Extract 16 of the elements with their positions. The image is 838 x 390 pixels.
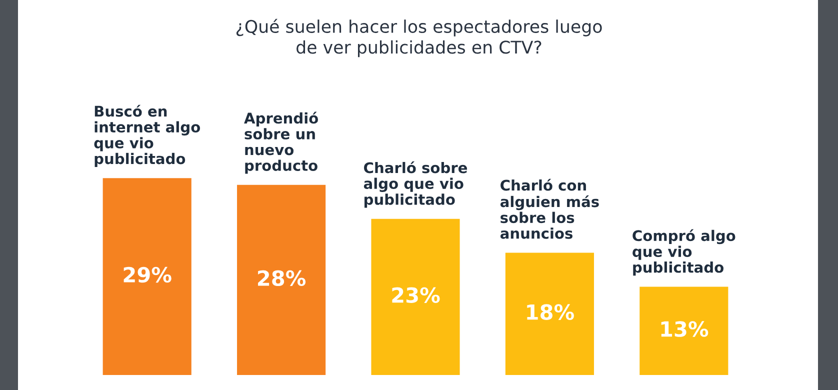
data-label: 23%	[392, 287, 440, 303]
data-label: 18%	[527, 304, 574, 320]
bar	[640, 286, 728, 375]
x-tick-label: Charló sobre algo que vio publicitado	[364, 161, 468, 208]
data-label: 29%	[124, 266, 172, 283]
chart-title: ¿Qué suelen hacer los espectadores luego de ver publicidades en CTV?	[236, 18, 602, 58]
data-label: 28%	[258, 270, 306, 286]
x-tick-label: Aprendió sobre un nuevo producto	[244, 112, 318, 174]
bar	[102, 178, 192, 375]
bar	[505, 252, 594, 375]
bar	[371, 218, 460, 375]
data-label: 13%	[661, 321, 708, 337]
x-tick-label: Buscó en internet algo que vio publicitado	[94, 104, 200, 168]
bar	[237, 184, 326, 375]
x-tick-label: Charló con alguien más sobre los anuncios	[500, 178, 599, 239]
x-tick-label: Compró algo que vio publicitado	[632, 229, 736, 276]
